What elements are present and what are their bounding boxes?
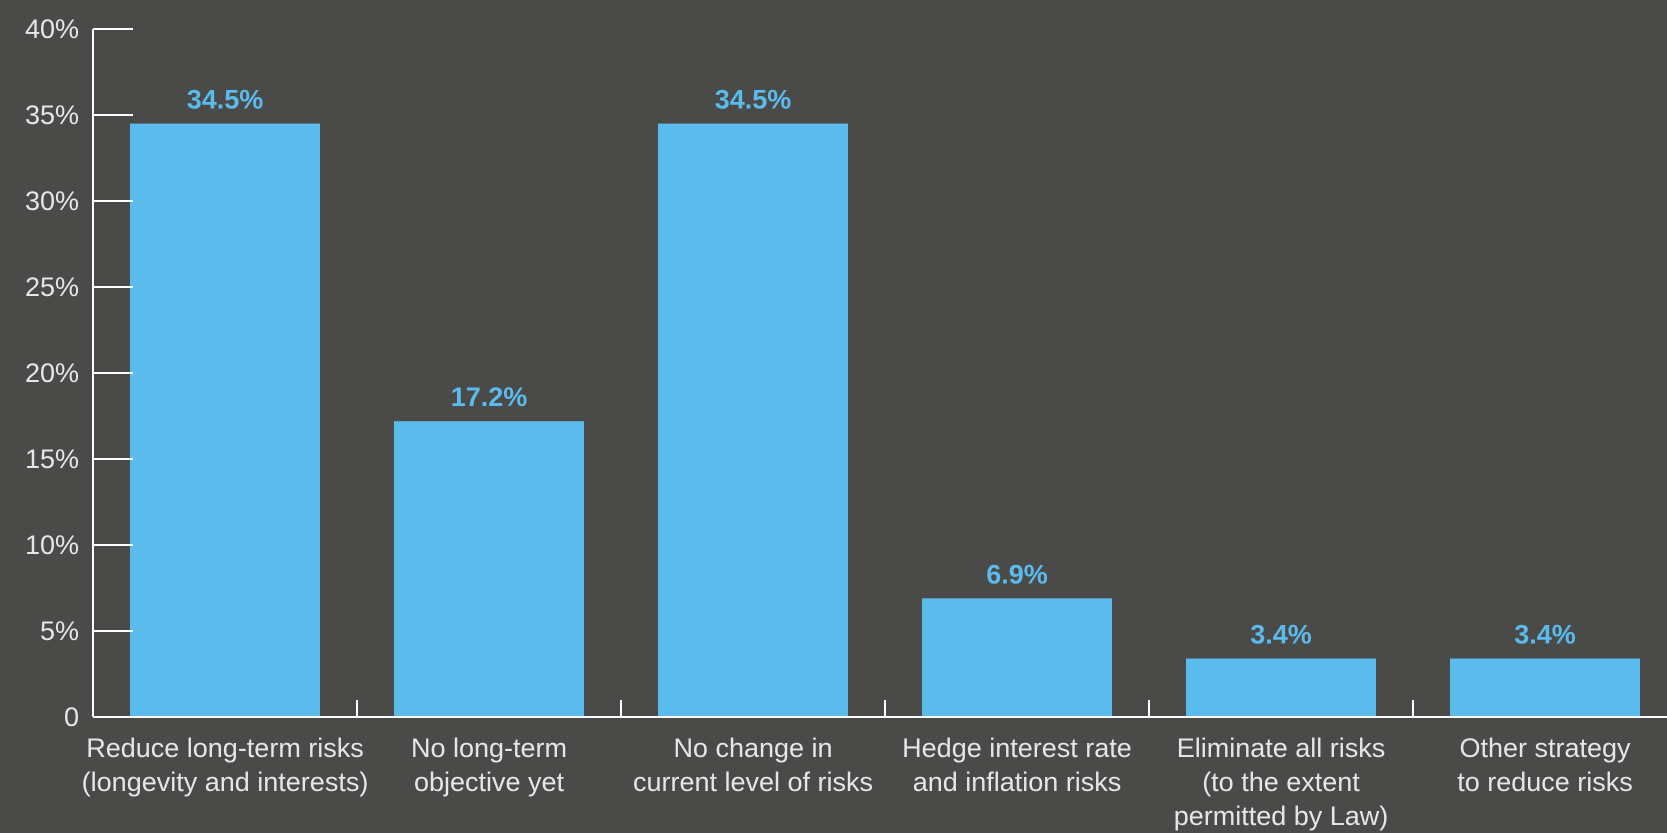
bar — [1450, 658, 1640, 717]
data-label: 6.9% — [986, 559, 1048, 589]
category-label: (to the extent — [1202, 767, 1360, 797]
y-tick-label: 5% — [40, 616, 79, 646]
category-label: No long-term — [411, 733, 567, 763]
y-tick-label: 25% — [25, 272, 79, 302]
category-label: Eliminate all risks — [1177, 733, 1386, 763]
category-label: No change in — [673, 733, 832, 763]
category-label: Reduce long-term risks — [86, 733, 364, 763]
y-tick-label: 10% — [25, 530, 79, 560]
data-label: 34.5% — [715, 85, 792, 115]
category-label: Hedge interest rate — [902, 733, 1132, 763]
category-label: permitted by Law) — [1174, 801, 1389, 831]
y-axis: 0 5% 10% 15% 20% 25% 30% 35% 40% — [25, 14, 133, 732]
data-label: 17.2% — [451, 382, 528, 412]
x-axis — [93, 700, 1667, 718]
category-label: current level of risks — [633, 767, 873, 797]
category-label: and inflation risks — [913, 767, 1122, 797]
category-label: (longevity and interests) — [82, 767, 369, 797]
bar — [1186, 658, 1376, 717]
bar — [394, 421, 584, 717]
y-tick-label: 30% — [25, 186, 79, 216]
y-tick-label: 15% — [25, 444, 79, 474]
category-labels-group: Reduce long-term risks (longevity and int… — [82, 733, 1633, 831]
bar — [130, 123, 320, 718]
y-tick-label: 0 — [64, 702, 79, 732]
data-labels-group: 34.5% 17.2% 34.5% 6.9% 3.4% 3.4% — [187, 85, 1576, 650]
y-tick-label: 40% — [25, 14, 79, 44]
data-label: 3.4% — [1514, 620, 1576, 650]
category-label: Other strategy — [1459, 733, 1631, 763]
y-tick-label: 35% — [25, 100, 79, 130]
category-label: objective yet — [414, 767, 565, 797]
bar — [922, 598, 1112, 717]
y-tick-label: 20% — [25, 358, 79, 388]
category-label: to reduce risks — [1457, 767, 1633, 797]
data-label: 3.4% — [1250, 620, 1312, 650]
bars-group — [130, 123, 1640, 718]
bar — [658, 123, 848, 718]
data-label: 34.5% — [187, 85, 264, 115]
